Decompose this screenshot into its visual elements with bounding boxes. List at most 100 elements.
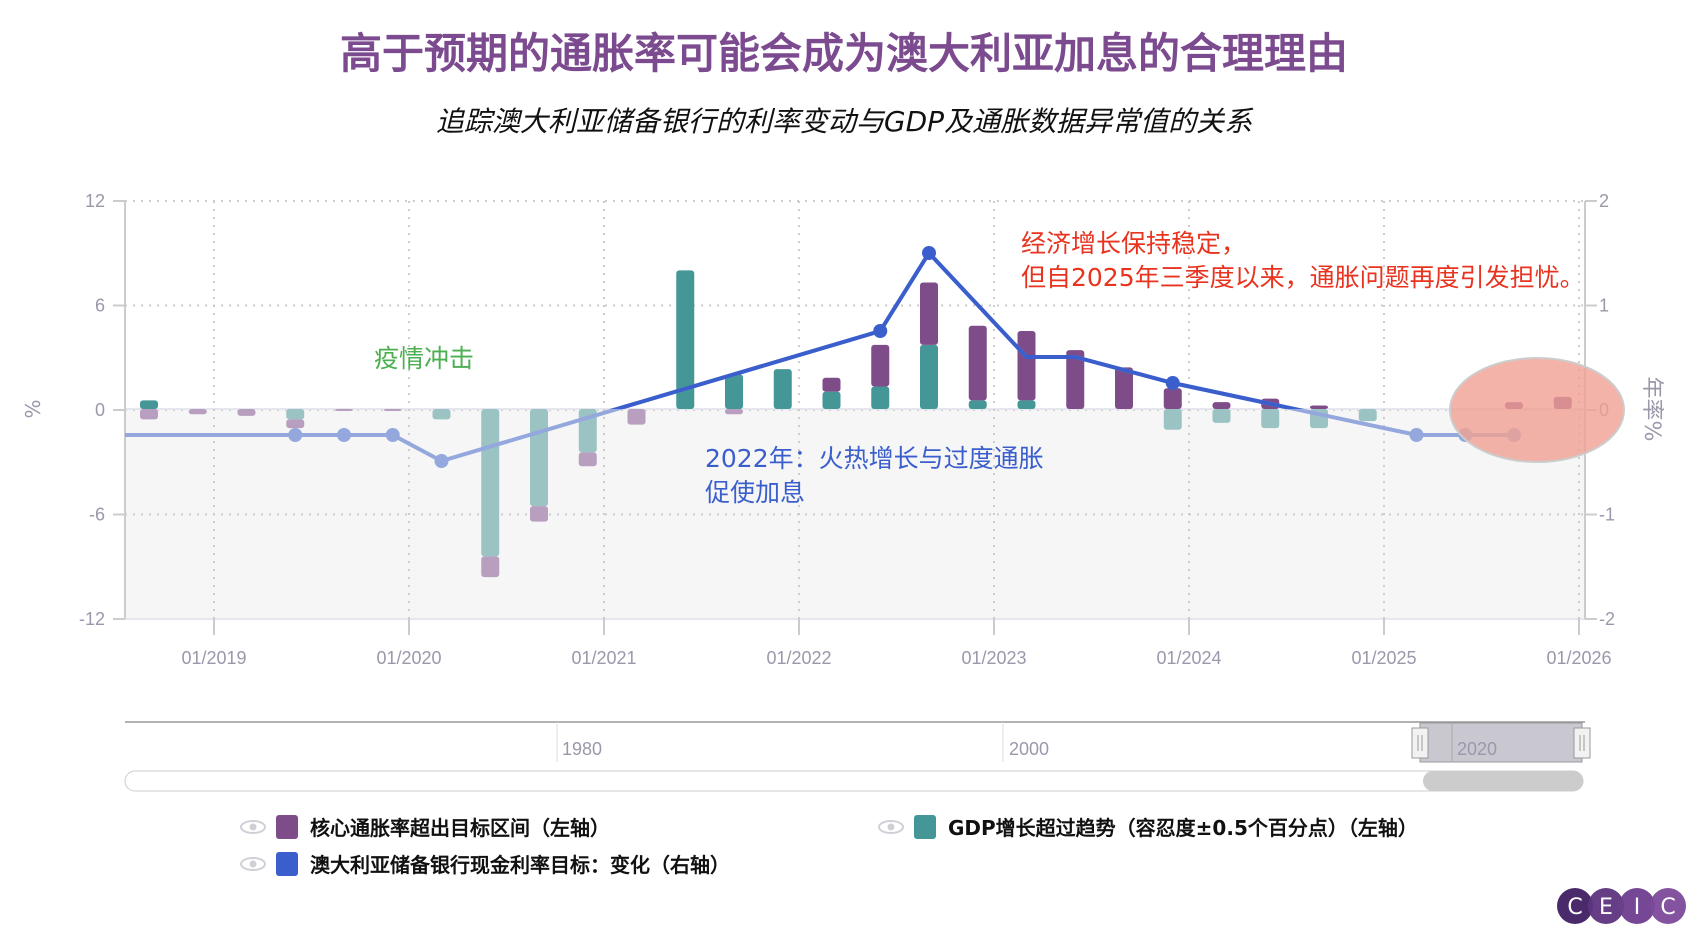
y-tick-label: -12 bbox=[79, 609, 105, 629]
eye-icon[interactable] bbox=[878, 819, 904, 834]
inflation-bar bbox=[1066, 350, 1085, 409]
y2-tick-label: -2 bbox=[1599, 609, 1615, 629]
rate-marker bbox=[337, 428, 351, 442]
x-tick-label: 01/2019 bbox=[181, 648, 246, 668]
legend-swatch bbox=[276, 851, 298, 876]
rate-marker bbox=[434, 454, 449, 468]
legend-label: 澳大利亚储备银行现金利率目标：变化（右轴） bbox=[310, 853, 730, 877]
gdp-bar bbox=[140, 400, 158, 409]
y-axis-title: % bbox=[21, 399, 45, 418]
gdp-bar bbox=[920, 344, 938, 409]
inflation-bar bbox=[1115, 367, 1133, 409]
chart-subtitle: 追踪澳大利亚储备银行的利率变动与GDP及通胀数据异常值的关系 bbox=[435, 105, 1253, 138]
eye-icon[interactable] bbox=[240, 819, 266, 834]
inflation-bar bbox=[530, 506, 548, 522]
bars bbox=[140, 270, 1572, 578]
navigator-label: 2000 bbox=[1009, 739, 1049, 759]
scrollbar-track[interactable] bbox=[124, 770, 1584, 792]
rate-marker bbox=[873, 324, 888, 338]
svg-text:C: C bbox=[1660, 895, 1675, 920]
rate-line-above-zero bbox=[609, 249, 1305, 409]
gdp-bar bbox=[1163, 409, 1182, 430]
rate-marker bbox=[1409, 428, 1424, 442]
gdp-bar bbox=[725, 374, 743, 409]
inflation-bar bbox=[188, 409, 207, 415]
gdp-bar bbox=[1358, 409, 1377, 422]
inflation-bar bbox=[1163, 388, 1182, 409]
y-tick-label: 0 bbox=[95, 400, 105, 420]
annotation-recent-line1: 经济增长保持稳定， bbox=[1021, 229, 1246, 258]
gdp-bar bbox=[286, 409, 305, 420]
navigator[interactable]: 1980 2000 2020 bbox=[125, 721, 1591, 763]
legend-label: GDP增长超过趋势（容忍度±0.5个百分点）（左轴） bbox=[948, 816, 1418, 840]
svg-text:I: I bbox=[1634, 895, 1641, 920]
navigator-handle-right[interactable] bbox=[1573, 727, 1591, 759]
x-tick-label: 01/2024 bbox=[1156, 648, 1221, 668]
rate-marker bbox=[288, 428, 303, 442]
y-tick-label: -6 bbox=[89, 505, 105, 525]
gdp-bar bbox=[968, 400, 987, 409]
inflation-bar bbox=[725, 409, 743, 415]
legend-swatch bbox=[276, 814, 298, 839]
annotation-2022-line1: 2022年：火热增长与过度通胀 bbox=[705, 444, 1044, 473]
inflation-bar bbox=[871, 344, 890, 387]
svg-text:C: C bbox=[1567, 895, 1582, 920]
inflation-bar bbox=[481, 556, 500, 578]
inflation-bar bbox=[1212, 402, 1231, 409]
inflation-bar bbox=[627, 409, 646, 425]
gdp-bar bbox=[481, 409, 500, 557]
highlight-ellipse bbox=[1449, 357, 1625, 463]
x-tick-label: 01/2020 bbox=[376, 648, 441, 668]
y-tick-label: 6 bbox=[95, 296, 105, 316]
x-tick-label: 01/2021 bbox=[571, 648, 636, 668]
inflation-bar bbox=[1310, 405, 1328, 409]
scrollbar-thumb[interactable] bbox=[1423, 771, 1583, 791]
inflation-bar bbox=[578, 452, 597, 467]
inflation-bar bbox=[920, 282, 938, 345]
gdp-bar bbox=[773, 369, 792, 409]
gdp-bar bbox=[530, 409, 548, 507]
inflation-bar bbox=[140, 409, 158, 420]
annotation-2022-line2: 促使加息 bbox=[705, 478, 805, 507]
gdp-bar bbox=[1261, 409, 1280, 429]
y-tick-label: 12 bbox=[85, 191, 105, 211]
gdp-bar bbox=[871, 386, 890, 409]
inflation-bar bbox=[968, 325, 987, 401]
gdp-bar bbox=[1212, 409, 1231, 423]
legend-item-gdp[interactable]: GDP增长超过趋势（容忍度±0.5个百分点）（左轴） bbox=[878, 812, 1418, 841]
navigator-selection[interactable] bbox=[1419, 722, 1583, 763]
inflation-bar bbox=[237, 409, 256, 416]
inflation-bar bbox=[822, 377, 841, 392]
rate-marker bbox=[385, 428, 400, 442]
rate-marker bbox=[1165, 376, 1180, 390]
navigator-label: 1980 bbox=[562, 739, 602, 759]
navigator-label: 2020 bbox=[1457, 739, 1497, 759]
eye-icon[interactable] bbox=[240, 856, 266, 871]
legend-swatch bbox=[914, 814, 936, 839]
inflation-bar bbox=[1017, 331, 1036, 401]
rate-marker bbox=[922, 246, 936, 260]
svg-text:E: E bbox=[1599, 895, 1613, 920]
x-tick-label: 01/2025 bbox=[1351, 648, 1416, 668]
legend-label: 核心通胀率超出目标区间（左轴） bbox=[310, 816, 610, 840]
y2-tick-label: 1 bbox=[1599, 296, 1609, 316]
y2-tick-label: 2 bbox=[1599, 191, 1609, 211]
gdp-bar bbox=[1017, 400, 1036, 409]
gdp-bar bbox=[822, 391, 841, 409]
annotation-pandemic: 疫情冲击 bbox=[374, 344, 474, 373]
x-tick-label: 01/2022 bbox=[766, 648, 831, 668]
gdp-bar bbox=[432, 409, 451, 420]
inflation-bar bbox=[335, 409, 353, 411]
navigator-handle-left[interactable] bbox=[1411, 727, 1429, 759]
inflation-bar bbox=[286, 419, 305, 429]
annotation-recent-line2: 但自2025年三季度以来，通胀问题再度引发担忧。 bbox=[1021, 263, 1585, 292]
gdp-bar bbox=[676, 270, 695, 409]
ceic-logo: C E I C bbox=[1557, 888, 1686, 924]
y2-tick-label: -1 bbox=[1599, 505, 1615, 525]
legend-item-inflation[interactable]: 核心通胀率超出目标区间（左轴） bbox=[240, 812, 610, 841]
legend-item-rate[interactable]: 澳大利亚储备银行现金利率目标：变化（右轴） bbox=[240, 849, 730, 878]
grid bbox=[125, 200, 1585, 620]
x-tick-label: 01/2026 bbox=[1546, 648, 1611, 668]
y2-axis-title: 年率% bbox=[1639, 377, 1664, 442]
